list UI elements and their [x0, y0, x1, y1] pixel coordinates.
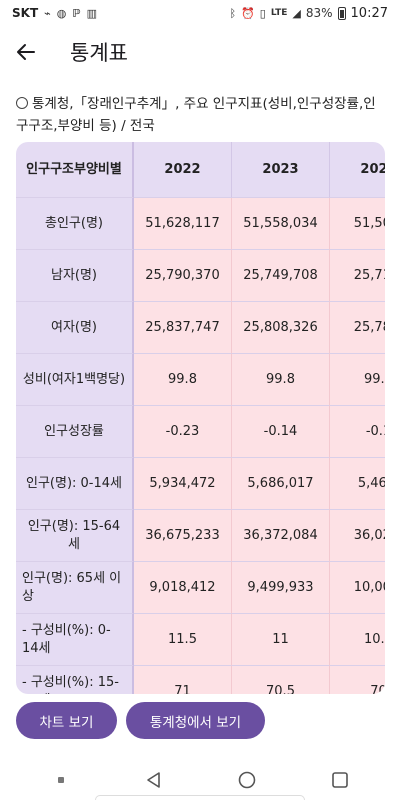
table-cell: 70: [330, 666, 385, 694]
year-header: 2022: [134, 142, 232, 198]
table-cell: 11: [232, 614, 330, 666]
table-cell: 5,462,: [330, 458, 385, 510]
table-cell: 25,749,708: [232, 250, 330, 302]
table-cell: -0.23: [134, 406, 232, 458]
table-header-label: 인구구조부양비별: [16, 142, 134, 198]
triangle-back-icon: [146, 772, 160, 788]
p-icon: ℙ: [72, 6, 81, 20]
statistics-table[interactable]: 인구구조부양비별 2022 2023 2024 총인구(명) 51,628,11…: [16, 142, 385, 694]
table-cell: -0.1: [330, 406, 385, 458]
table-cell: 51,558,034: [232, 198, 330, 250]
source-text: 통계청,「장래인구추계」, 주요 인구지표(성비,인구성장률,인구구조,부양비 …: [16, 96, 376, 134]
table-cell: 10,008,: [330, 562, 385, 614]
battery-icon: [337, 6, 346, 20]
table-cell: 36,029,: [330, 510, 385, 562]
alarm-icon: ⏰: [241, 6, 255, 20]
table-cell: 25,714,: [330, 250, 385, 302]
arrow-left-icon: [17, 44, 35, 60]
table-row: 인구(명): 65세 이상 9,018,412 9,499,933 10,008…: [16, 562, 385, 614]
radio-circle-icon: [16, 97, 28, 109]
table-row: 인구(명): 0-14세 5,934,472 5,686,017 5,462,: [16, 458, 385, 510]
chart-app-icon: ▥: [86, 6, 98, 20]
carrier-label: SKT: [12, 6, 39, 20]
table-row: 총인구(명) 51,628,117 51,558,034 51,500,: [16, 198, 385, 250]
back-button[interactable]: [0, 26, 52, 78]
nav-back-button[interactable]: [134, 760, 174, 800]
table-cell: 99.8: [232, 354, 330, 406]
table-cell: 36,372,084: [232, 510, 330, 562]
table-cell: 25,785,: [330, 302, 385, 354]
row-label: 남자(명): [16, 250, 134, 302]
table-cell: 5,934,472: [134, 458, 232, 510]
row-label: 인구(명): 0-14세: [16, 458, 134, 510]
gesture-handle: [95, 795, 305, 800]
view-chart-button[interactable]: 차트 보기: [16, 702, 117, 739]
table-cell: 36,675,233: [134, 510, 232, 562]
row-label: - 구성비(%): 15-64세: [16, 666, 134, 694]
year-header: 2024: [330, 142, 385, 198]
table-row: 여자(명) 25,837,747 25,808,326 25,785,: [16, 302, 385, 354]
table-cell: 99.7: [330, 354, 385, 406]
signal-icon: ◢: [292, 6, 301, 20]
table-row: - 구성비(%): 15-64세 71 70.5 70: [16, 666, 385, 694]
table-cell: 10.6: [330, 614, 385, 666]
table-cell: 99.8: [134, 354, 232, 406]
row-label: 인구(명): 65세 이상: [16, 562, 134, 614]
keyboard-hide-button[interactable]: [41, 760, 81, 800]
clock: 10:27: [350, 5, 388, 21]
status-bar: SKT ⌁ ◍ ℙ ▥ ᛒ ⏰ ▯ LTE ◢ 83% 10:27: [0, 0, 400, 26]
table-cell: 71: [134, 666, 232, 694]
view-on-statistics-site-button[interactable]: 통계청에서 보기: [126, 702, 265, 739]
circle-home-icon: [238, 771, 255, 789]
year-header: 2023: [232, 142, 330, 198]
action-buttons: 차트 보기 통계청에서 보기: [16, 702, 265, 739]
square-recents-icon: [331, 772, 348, 788]
nav-home-button[interactable]: [227, 760, 267, 800]
table-row: 인구(명): 15-64세 36,675,233 36,372,084 36,0…: [16, 510, 385, 562]
vibrate-icon: ▯: [259, 6, 266, 20]
page-title: 통계표: [70, 41, 128, 65]
table-header-row: 인구구조부양비별 2022 2023 2024: [16, 142, 385, 198]
row-label: 성비(여자1백명당): [16, 354, 134, 406]
table-row: 성비(여자1백명당) 99.8 99.8 99.7: [16, 354, 385, 406]
table-cell: 5,686,017: [232, 458, 330, 510]
table-cell: 51,500,: [330, 198, 385, 250]
table-cell: 9,018,412: [134, 562, 232, 614]
table-cell: 11.5: [134, 614, 232, 666]
table-cell: 51,628,117: [134, 198, 232, 250]
battery-percent: 83%: [305, 6, 333, 20]
table-cell: -0.14: [232, 406, 330, 458]
table-cell: 9,499,933: [232, 562, 330, 614]
table-cell: 25,808,326: [232, 302, 330, 354]
source-description: 통계청,「장래인구추계」, 주요 인구지표(성비,인구성장률,인구구조,부양비 …: [16, 93, 388, 137]
usb-icon: ⌁: [44, 6, 51, 20]
table-cell: 25,790,370: [134, 250, 232, 302]
row-label: 인구성장률: [16, 406, 134, 458]
lte-icon: LTE: [270, 8, 288, 18]
row-label: - 구성비(%): 0-14세: [16, 614, 134, 666]
row-label: 인구(명): 15-64세: [16, 510, 134, 562]
bluetooth-icon: ᛒ: [229, 6, 237, 20]
table-row: - 구성비(%): 0-14세 11.5 11 10.6: [16, 614, 385, 666]
row-label: 총인구(명): [16, 198, 134, 250]
table-cell: 70.5: [232, 666, 330, 694]
table-row: 인구성장률 -0.23 -0.14 -0.1: [16, 406, 385, 458]
table-row: 남자(명) 25,790,370 25,749,708 25,714,: [16, 250, 385, 302]
dot-icon: [57, 777, 64, 783]
nav-recents-button[interactable]: [320, 760, 360, 800]
navigation-bar: [0, 760, 400, 800]
table-cell: 25,837,747: [134, 302, 232, 354]
wifi-call-icon: ◍: [56, 6, 67, 20]
app-bar: 통계표: [0, 26, 400, 78]
row-label: 여자(명): [16, 302, 134, 354]
